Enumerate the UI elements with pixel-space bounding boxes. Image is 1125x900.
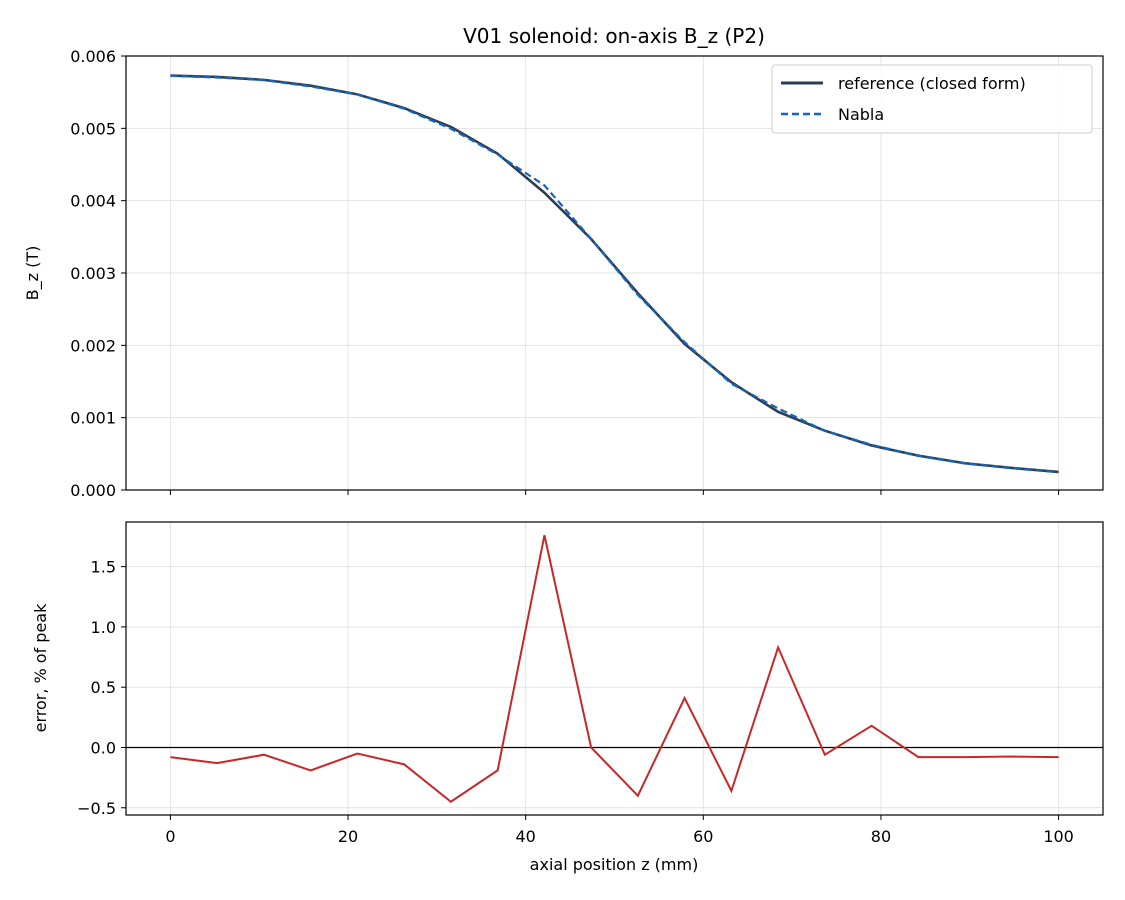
series-line-error [170, 535, 1059, 803]
top-y-tick-label: 0.001 [70, 409, 116, 428]
top-y-ticks: 0.000 0.001 0.002 0.003 0.004 0.005 0.006 [70, 47, 126, 500]
bottom-y-tick-label: 0.5 [91, 678, 116, 697]
legend-label-nabla: Nabla [838, 105, 884, 124]
top-y-tick-label: 0.000 [70, 481, 116, 500]
top-y-tick-label: 0.002 [70, 336, 116, 355]
series-line-nabla [170, 74, 1059, 474]
bottom-y-tick-label: 0.0 [91, 738, 116, 757]
legend: reference (closed form) Nabla [771, 64, 1093, 134]
bottom-x-ticks: 0 20 40 60 80 100 [165, 815, 1074, 846]
x-tick-label: 60 [693, 827, 713, 846]
top-y-tick-label: 0.006 [70, 47, 116, 66]
x-axis-label: axial position z (mm) [530, 855, 699, 874]
bottom-y-tick-label: −0.5 [77, 799, 116, 818]
bottom-plot-frame [125, 521, 1104, 816]
top-panel: 0.000 0.001 0.002 0.003 0.004 0.005 0.006 B_z … [23, 47, 1104, 500]
bottom-y-axis-label: error, % of peak [31, 603, 50, 733]
bottom-y-tick-label: 1.5 [91, 558, 116, 577]
top-y-axis-label: B_z (T) [23, 246, 43, 301]
bottom-y-ticks: −0.5 0.0 0.5 1.0 1.5 [77, 558, 126, 818]
legend-label-reference: reference (closed form) [838, 74, 1026, 93]
top-x-ticks [169, 490, 1060, 495]
bottom-panel: 0 20 40 60 80 100 −0.5 0.0 0.5 1.0 1.5 axial posi… [31, 521, 1104, 874]
bottom-y-tick-label: 1.0 [91, 618, 116, 637]
legend-box [771, 64, 1093, 134]
x-tick-label: 40 [516, 827, 536, 846]
x-tick-label: 20 [338, 827, 358, 846]
series-line-reference [170, 74, 1059, 474]
x-tick-label: 100 [1043, 827, 1074, 846]
top-series [170, 74, 1059, 474]
bottom-series [170, 535, 1059, 803]
x-tick-label: 80 [871, 827, 891, 846]
top-y-tick-label: 0.003 [70, 264, 116, 283]
x-tick-label: 0 [165, 827, 175, 846]
top-y-tick-label: 0.004 [70, 192, 116, 211]
top-y-tick-label: 0.005 [70, 119, 116, 138]
chart-title: V01 solenoid: on-axis B_z (P2) [463, 24, 765, 48]
